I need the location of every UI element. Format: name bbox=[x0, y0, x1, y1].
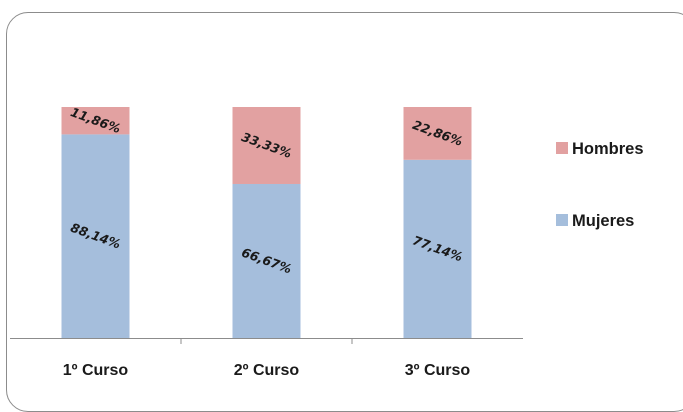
x-tick-label: 1º Curso bbox=[63, 362, 129, 379]
legend: Hombres Mujeres bbox=[556, 140, 644, 230]
bar-mujeres-3 bbox=[403, 159, 472, 338]
legend-label-mujeres: Mujeres bbox=[572, 212, 634, 230]
x-axis: 1º Curso 2º Curso 3º Curso bbox=[10, 338, 523, 379]
bar-mujeres-1 bbox=[61, 134, 130, 338]
legend-label-hombres: Hombres bbox=[572, 140, 644, 158]
x-tick-label: 2º Curso bbox=[234, 362, 300, 379]
bar-hombres-1 bbox=[61, 107, 130, 135]
bar-hombres-2 bbox=[232, 107, 301, 184]
x-tick-label: 3º Curso bbox=[405, 362, 471, 379]
legend-swatch-hombres bbox=[556, 142, 568, 154]
bar-hombres-3 bbox=[403, 107, 472, 160]
bars-layer bbox=[61, 107, 472, 338]
bar-mujeres-2 bbox=[232, 183, 301, 338]
legend-swatch-mujeres bbox=[556, 214, 568, 226]
stacked-bar-chart: 88,14%11,86%66,67%33,33%77,14%22,86% 1º … bbox=[10, 104, 644, 379]
